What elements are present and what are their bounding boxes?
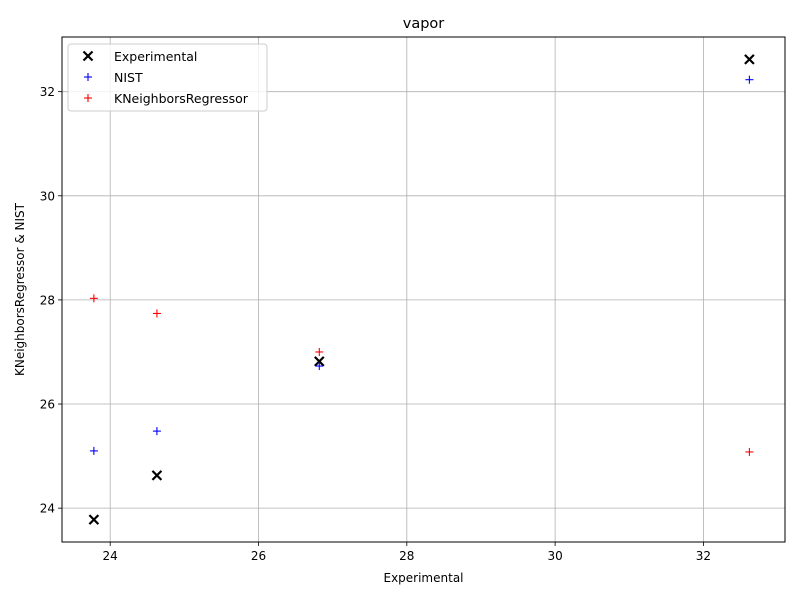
x-tick-label: 24 (103, 549, 118, 563)
data-point-nist (315, 362, 324, 371)
x-tick-label: 30 (547, 549, 562, 563)
data-point-kneighborsregressor (315, 347, 324, 356)
chart-title: vapor (403, 16, 445, 32)
grid-lines (62, 37, 785, 542)
plot-area (62, 37, 785, 542)
legend-marker-kneighborsregressor (84, 94, 92, 102)
data-point-kneighborsregressor (89, 294, 98, 303)
data-point-kneighborsregressor (745, 447, 754, 456)
legend-marker-experimental (82, 50, 94, 62)
x-axis-label: Experimental (383, 571, 463, 585)
data-point-nist (152, 427, 161, 436)
y-tick-label: 32 (40, 85, 55, 99)
data-point-kneighborsregressor (152, 309, 161, 318)
legend-symbol-nist (84, 73, 92, 81)
legend-symbol-kneighborsregressor (84, 94, 92, 102)
data-marks (88, 54, 755, 525)
legend-marker-nist (84, 73, 92, 81)
legend-symbol-experimental (82, 50, 94, 62)
x-tick-label: 28 (399, 549, 414, 563)
data-point-experimental (151, 470, 163, 481)
data-point-experimental (88, 514, 100, 525)
y-tick-label: 28 (40, 293, 55, 307)
axis-ticks: 24 26 28 30 32 24 26 28 30 32 (40, 85, 711, 563)
y-tick-label: 30 (40, 189, 55, 203)
data-point-nist (745, 75, 754, 84)
data-point-experimental (314, 356, 325, 367)
y-tick-label: 26 (40, 398, 55, 412)
y-axis-label: KNeighborsRegressor & NIST (13, 202, 27, 376)
x-tick-label: 32 (696, 549, 711, 563)
legend-label-kneighborsregressor: KNeighborsRegressor (114, 91, 249, 106)
plot-frame (61, 36, 786, 543)
data-point-experimental (744, 54, 755, 65)
legend-box (67, 43, 268, 112)
x-tick-label: 26 (251, 549, 266, 563)
legend-label-experimental: Experimental (114, 49, 197, 64)
y-tick-label: 24 (40, 502, 55, 516)
data-point-nist (89, 446, 98, 455)
legend: Experimental NIST KNeighborsRegressor (67, 43, 268, 112)
legend-label-nist: NIST (114, 70, 143, 85)
